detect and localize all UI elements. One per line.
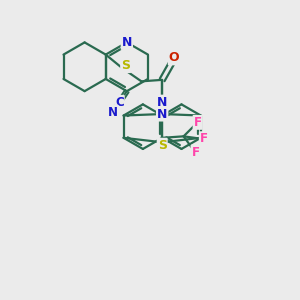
Text: O: O [169,51,179,64]
Text: N: N [157,107,167,121]
Text: S: S [158,139,167,152]
Text: F: F [200,132,208,145]
Text: N: N [157,96,167,109]
Text: F: F [191,146,200,159]
Text: N: N [108,106,118,119]
Text: S: S [121,59,130,72]
Text: C: C [115,96,124,109]
Text: N: N [122,36,132,49]
Text: F: F [194,116,202,129]
